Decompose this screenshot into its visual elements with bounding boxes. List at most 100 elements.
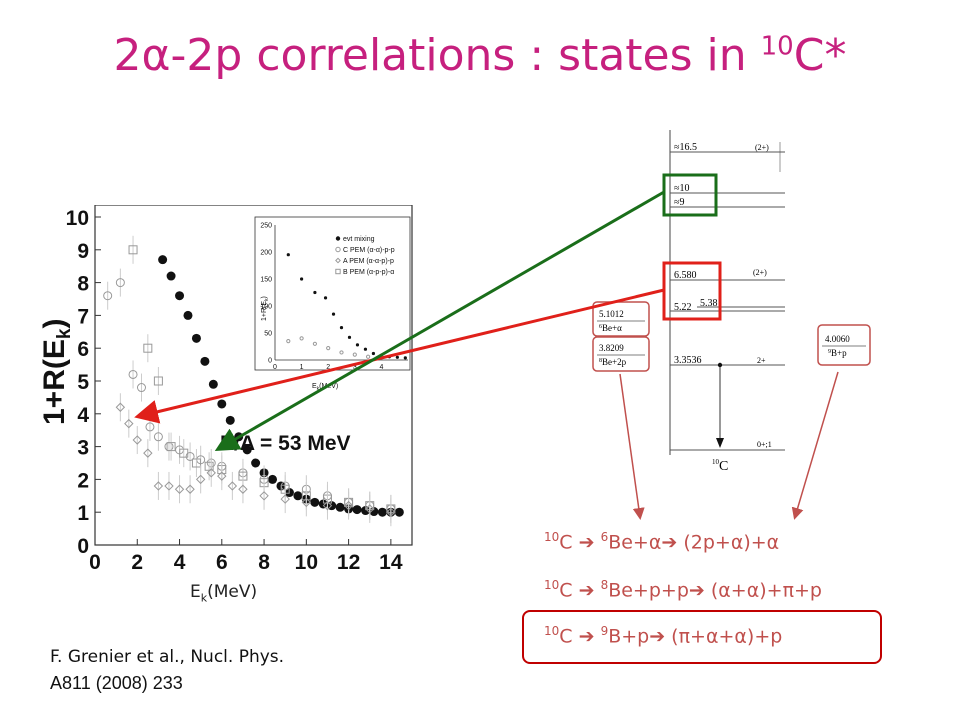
point-filled-circle bbox=[242, 445, 252, 455]
point-open-diamond bbox=[365, 504, 375, 514]
y-axis-label: 1+R(Ek) bbox=[38, 319, 75, 425]
point-filled-circle bbox=[183, 310, 193, 320]
inset-point bbox=[323, 296, 328, 300]
inset-y-tick-label: 50 bbox=[264, 331, 272, 338]
point-open-diamond bbox=[206, 468, 216, 478]
level-16-5-label: ≈16.5 bbox=[674, 142, 697, 153]
inset-legend-label: A PEM (α-α-p)-p bbox=[343, 258, 394, 265]
gamma-arrowhead bbox=[716, 438, 724, 448]
inset-y-tick-label: 150 bbox=[260, 277, 272, 284]
inset-legend-label: evt mixing bbox=[343, 236, 375, 243]
y-tick-label: 7 bbox=[77, 305, 89, 328]
inset-legend-marker bbox=[335, 257, 341, 264]
point-open-diamond bbox=[143, 448, 153, 458]
gamma-dot bbox=[717, 362, 723, 368]
point-filled-circle bbox=[268, 474, 278, 484]
highlight-green-box bbox=[662, 173, 718, 217]
spin-6-580: (2+) bbox=[753, 268, 767, 277]
inset-point bbox=[395, 355, 399, 359]
point-open-diamond bbox=[217, 471, 227, 481]
point-filled-circle bbox=[217, 399, 227, 409]
point-open-diamond bbox=[280, 494, 290, 504]
inset-point bbox=[339, 326, 344, 330]
inset-y-tick-label: 250 bbox=[260, 223, 272, 230]
reference-line2: A811 (2008) 233 bbox=[50, 673, 183, 693]
y-tick-label: 2 bbox=[77, 469, 89, 492]
title-main: 2α-2p correlations : states in bbox=[113, 30, 761, 81]
point-filled-circle bbox=[251, 458, 261, 468]
threshold-8be-2p-channel: 8Be+2p bbox=[599, 357, 627, 367]
y-tick-label: 9 bbox=[77, 240, 89, 263]
x-tick-label: 6 bbox=[216, 551, 228, 574]
y-tick-label: 4 bbox=[77, 404, 89, 427]
point-open-square bbox=[166, 442, 176, 452]
inset-point bbox=[331, 312, 336, 316]
inset-point bbox=[371, 351, 376, 356]
x-ticks: 0 2 4 6 8 10 12 14 bbox=[89, 539, 403, 574]
x-tick-label: 0 bbox=[89, 551, 101, 574]
inset-point-open bbox=[312, 341, 317, 346]
level-5-22-label: 5.22 bbox=[674, 302, 692, 313]
x-tick-label: 2 bbox=[131, 551, 143, 574]
point-open-circle bbox=[153, 432, 163, 442]
title-superscript: 10 bbox=[760, 31, 794, 62]
point-open-diamond bbox=[343, 500, 354, 511]
x-tick-label: 12 bbox=[337, 551, 360, 574]
point-filled-circle bbox=[166, 271, 176, 281]
point-open-circle bbox=[136, 383, 146, 393]
level-5-38-label: 5.38 bbox=[700, 298, 718, 309]
point-filled-circle bbox=[352, 505, 362, 515]
point-open-diamond bbox=[322, 500, 333, 511]
point-filled-circle bbox=[175, 291, 185, 301]
reaction-8be: 10C ➔ 8Be+p+p➔ (α+α)+π+p bbox=[544, 578, 822, 602]
inset-point-open bbox=[366, 354, 371, 359]
reaction-6be: 10C ➔ 6Be+α➔ (2p+α)+α bbox=[544, 530, 780, 554]
threshold-8be-2p bbox=[592, 336, 650, 372]
inset-point bbox=[313, 290, 317, 295]
point-filled-circle bbox=[191, 333, 201, 343]
data-marks bbox=[103, 235, 404, 527]
inset-point-open bbox=[339, 350, 344, 355]
inset-x-tick-label: 3 bbox=[353, 364, 357, 371]
level-9-label: ≈9 bbox=[674, 197, 685, 208]
inset-point-open bbox=[326, 346, 331, 351]
x-tick-label: 4 bbox=[174, 551, 186, 574]
point-filled-circle bbox=[225, 415, 235, 425]
inset-point bbox=[355, 343, 360, 347]
y-tick-label: 1 bbox=[77, 502, 89, 525]
point-filled-circle bbox=[394, 507, 404, 517]
point-open-square bbox=[179, 448, 189, 458]
inset-point bbox=[286, 253, 290, 257]
inset-legend-marker bbox=[335, 268, 341, 275]
inset-point bbox=[347, 335, 352, 339]
y-ticks: 0 1 2 3 4 5 6 7 8 9 10 bbox=[66, 207, 101, 558]
threshold-9b-p bbox=[817, 324, 871, 366]
point-open-diamond bbox=[174, 484, 185, 494]
point-open-diamond bbox=[238, 484, 248, 494]
inset-x-tick-label: 0 bbox=[273, 364, 277, 371]
point-open-diamond bbox=[124, 418, 134, 429]
green-arrow bbox=[214, 190, 665, 451]
point-open-diamond bbox=[164, 481, 174, 491]
point-filled-circle bbox=[158, 255, 168, 265]
reaction-9b: 10C ➔ 9B+p➔ (π+α+α)+p bbox=[544, 624, 783, 648]
nucleus-label: 10C bbox=[712, 458, 728, 474]
inset-legend-marker bbox=[335, 236, 341, 241]
point-open-diamond bbox=[301, 497, 312, 508]
point-filled-circle bbox=[377, 507, 387, 517]
inset-x-ticks: 0 1 2 3 4 bbox=[273, 225, 408, 371]
level-scheme: ≈16.5 (2+) ≈10 ≈9 6.580 (2+) 5.22 5.38 3… bbox=[592, 130, 871, 474]
inset-x-tick-label: 1 bbox=[300, 364, 304, 371]
threshold-6be-alpha bbox=[592, 301, 650, 337]
spin-16-5: (2+) bbox=[755, 143, 769, 152]
point-filled-circle bbox=[200, 356, 210, 366]
spin-ground: 0+;1 bbox=[757, 440, 772, 449]
inset-y-ticks: 0 50 100 150 200 250 bbox=[260, 223, 272, 365]
reference: F. Grenier et al., Nucl. Phys. A811 (200… bbox=[50, 644, 284, 696]
inset-legend-marker bbox=[335, 246, 341, 253]
red-arrow bbox=[134, 288, 665, 424]
point-open-circle bbox=[185, 451, 195, 461]
reference-line1: F. Grenier et al., Nucl. Phys. bbox=[50, 647, 285, 667]
